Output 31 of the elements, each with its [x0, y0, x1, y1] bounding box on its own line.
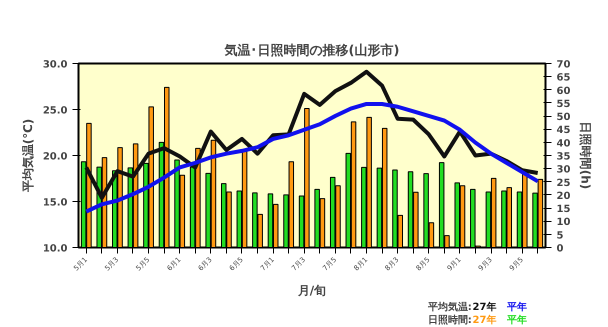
y2-tick-label: 50: [556, 112, 570, 124]
y2-tick-label: 5: [556, 230, 564, 242]
text: 27年: [472, 314, 496, 326]
y2-tick-label: 60: [556, 86, 570, 97]
y-tick-label: 25.0: [42, 106, 68, 116]
y2-tick-label: 20: [556, 190, 570, 202]
chart-title: 気温･日照時間の推移(山形市): [224, 42, 400, 58]
text: 平年: [506, 314, 528, 326]
y-axis-title: 平均気温(℃): [20, 118, 35, 194]
y-tick-label: 15.0: [42, 198, 68, 208]
y2-tick-label: 15: [556, 204, 570, 216]
y2-tick-label: 30: [556, 164, 570, 176]
y2-axis-title: 日照時間(h): [578, 122, 592, 190]
y-tick-label: 20.0: [42, 152, 68, 162]
y2-tick-label: 40: [556, 138, 570, 150]
x-axis-title: 月/旬: [296, 283, 326, 298]
y-tick-label: 30.0: [42, 60, 68, 70]
y2-tick-label: 70: [556, 60, 570, 70]
y2-tick-label: 55: [556, 98, 570, 110]
text: 平均気温:: [426, 301, 472, 313]
y2-tick-label: 45: [556, 125, 570, 136]
text: 平年: [506, 301, 528, 313]
y-tick-label: 10.0: [42, 244, 68, 254]
y2-tick-label: 65: [556, 72, 570, 84]
line-series: [84, 102, 540, 214]
text: 日照時間:: [428, 314, 472, 326]
y2-tick-label: 0: [556, 244, 564, 254]
y2-tick-label: 10: [556, 217, 570, 228]
y2-tick-label: 35: [556, 152, 570, 162]
y2-tick-label: 25: [556, 178, 570, 189]
text: 27年: [472, 301, 496, 313]
